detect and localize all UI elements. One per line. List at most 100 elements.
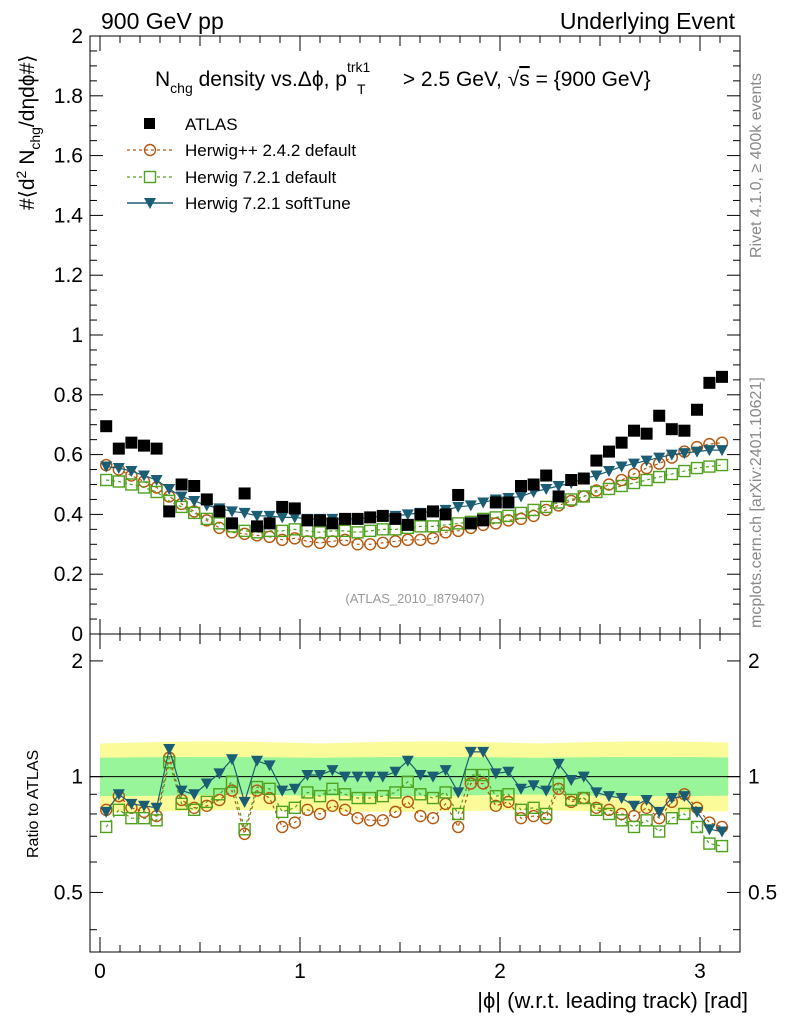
point-atlas <box>251 520 263 533</box>
point-herwig721 <box>137 481 151 494</box>
point-herwigpp <box>288 532 301 545</box>
point-softtune <box>112 463 125 475</box>
point-atlas <box>628 424 640 437</box>
ratio-point-herwig721 <box>527 801 540 815</box>
point-herwig721 <box>187 506 201 520</box>
ratio-point-softtune <box>175 785 188 797</box>
ratio-point-softtune <box>414 770 427 782</box>
ratio-point-softtune <box>665 793 678 805</box>
ratio-point-softtune <box>376 771 389 783</box>
point-softtune <box>251 510 263 522</box>
point-atlas <box>112 442 125 455</box>
main-ytick-label: 0.4 <box>54 503 84 526</box>
point-softtune <box>263 510 276 522</box>
point-softtune <box>188 495 201 507</box>
point-softtune <box>615 461 628 473</box>
ratio-point-herwig721 <box>238 823 251 836</box>
ratio-panel: 0.5 0.5 1 1 2 2 0 1 2 3 Ratio to ATLAS |ϕ| (w.r.… <box>25 633 777 1013</box>
ratio-ticks <box>90 634 740 952</box>
ylabel-sub-chg: chg <box>27 127 43 150</box>
ratio-point-softtune <box>703 824 716 836</box>
point-softtune <box>175 491 188 503</box>
legend-label-softtune: Herwig 7.2.1 softTune <box>185 194 351 213</box>
point-herwig721 <box>653 470 666 484</box>
ratio-point-herwig721 <box>99 820 113 834</box>
ratio-point-softtune <box>112 789 125 801</box>
ratio-point-softtune <box>314 770 326 782</box>
point-atlas <box>640 427 653 440</box>
ratio-xtick-label: 0 <box>94 960 106 983</box>
ratio-point-softtune <box>489 768 502 780</box>
ratio-ytick-labels: 0.5 0.5 1 1 2 2 <box>54 650 777 905</box>
point-herwig721 <box>364 524 377 538</box>
point-atlas <box>527 478 540 491</box>
title-pt-sub: T <box>357 81 366 97</box>
point-herwig721 <box>276 524 289 538</box>
point-herwigpp <box>351 538 364 551</box>
main-ytick-labels: 0 0.2 0.4 0.6 0.8 1 1.2 1.4 1.6 1.8 2 <box>54 25 84 646</box>
ratio-ytick-label-left: 1 <box>71 766 83 789</box>
legend-marker-softtune <box>144 198 156 209</box>
point-herwig721 <box>112 475 126 488</box>
ratio-point-herwig721 <box>225 775 239 788</box>
ratio-point-softtune <box>339 771 351 783</box>
point-herwig721 <box>414 520 427 533</box>
ratio-point-herwig721 <box>263 782 276 796</box>
point-herwig721 <box>452 517 465 530</box>
ratio-point-softtune <box>163 744 176 756</box>
point-softtune <box>226 506 238 518</box>
ratio-point-herwig721 <box>162 756 176 769</box>
point-softtune <box>665 449 678 461</box>
ratio-point-herwig721 <box>389 786 402 799</box>
point-atlas <box>590 454 603 467</box>
ratio-point-herwig721 <box>653 825 666 838</box>
ratio-point-softtune <box>100 806 113 818</box>
point-softtune <box>678 448 691 460</box>
ratio-point-softtune <box>716 826 728 838</box>
rivet-label: Rivet 4.1.0, ≥ 400k events <box>748 73 765 258</box>
ratio-point-softtune <box>200 778 213 790</box>
ratio-ylabel: Ratio to ATLAS <box>25 750 42 858</box>
series-line-herwig721 <box>106 464 723 533</box>
point-herwig721 <box>313 526 327 539</box>
main-series <box>99 370 729 551</box>
point-herwig721 <box>665 467 678 481</box>
ratio-point-herwigpp <box>615 807 628 821</box>
point-softtune <box>452 501 465 513</box>
ratio-point-herwig721 <box>125 811 138 825</box>
legend-label-herwig721: Herwig 7.2.1 default <box>185 168 336 187</box>
point-softtune <box>703 445 716 457</box>
point-atlas <box>238 487 251 500</box>
point-atlas <box>653 409 666 422</box>
ratio-point-softtune <box>263 760 276 772</box>
ratio-series-herwig721 <box>99 756 729 853</box>
ratio-point-softtune <box>603 791 615 803</box>
header-left: 900 GeV pp <box>101 8 224 34</box>
point-herwig721 <box>99 473 113 487</box>
point-herwig721 <box>527 503 540 517</box>
ratio-point-herwig721 <box>678 807 691 821</box>
ratio-point-softtune <box>552 758 565 770</box>
ratio-point-herwig721 <box>602 807 616 821</box>
point-softtune <box>540 483 553 495</box>
ratio-point-softtune <box>577 771 590 783</box>
point-softtune <box>603 466 615 478</box>
point-atlas <box>276 500 289 513</box>
ratio-point-herwigpp <box>527 809 540 823</box>
ratio-point-herwig721 <box>464 768 477 782</box>
ratio-point-herwigpp <box>540 811 553 825</box>
ratio-series-softtune <box>100 744 728 838</box>
ratio-point-softtune <box>464 746 477 758</box>
ratio-point-herwig721 <box>615 814 628 827</box>
point-atlas <box>163 505 176 518</box>
point-softtune <box>590 470 603 482</box>
ratio-point-herwig721 <box>301 786 314 799</box>
point-atlas <box>477 514 490 527</box>
ratio-point-softtune <box>276 785 289 797</box>
ratio-point-herwig721 <box>565 793 578 807</box>
ylabel-part-a: #⟨d <box>16 178 39 210</box>
point-atlas <box>339 512 351 525</box>
legend-label-atlas: ATLAS <box>185 115 238 134</box>
ratio-point-herwig721 <box>376 789 389 803</box>
